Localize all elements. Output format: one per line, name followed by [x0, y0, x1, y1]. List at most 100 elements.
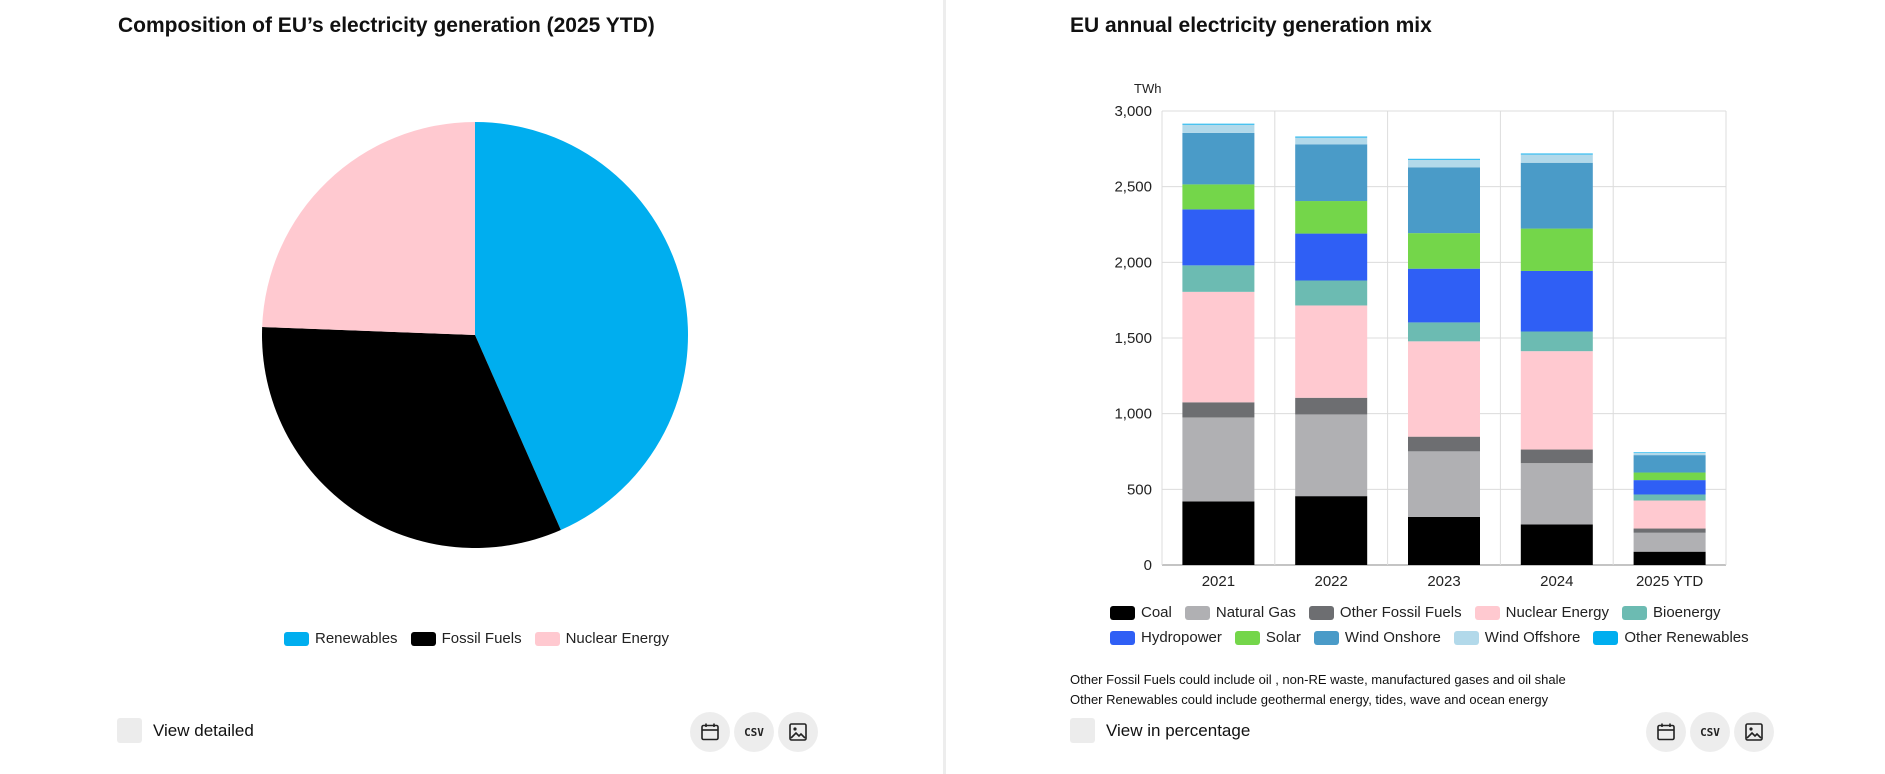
bar-legend-item-wind-onshore[interactable]: Wind Onshore: [1313, 625, 1441, 650]
bar-segment-solar-2025-ytd[interactable]: [1633, 472, 1706, 481]
image-download-button[interactable]: [1734, 712, 1774, 752]
pie-legend: Renewables Fossil Fuels Nuclear Energy: [284, 626, 784, 651]
bar-segment-natural-gas-2021[interactable]: [1182, 417, 1255, 502]
x-tick-label: 2025 YTD: [1636, 573, 1703, 590]
view-percentage-toggle[interactable]: View in percentage: [1070, 718, 1250, 743]
bar-legend-item-solar[interactable]: Solar: [1234, 625, 1301, 650]
bar-segment-wind-onshore-2023[interactable]: [1408, 167, 1480, 234]
legend-label: Hydropower: [1141, 629, 1222, 646]
csv-download-button[interactable]: CSV: [734, 712, 774, 752]
bar-segment-wind-onshore-2024[interactable]: [1520, 162, 1593, 229]
bar-segment-solar-2024[interactable]: [1520, 228, 1593, 271]
bar-segment-other-fossil-fuels-2021[interactable]: [1182, 402, 1255, 418]
legend-label: Solar: [1265, 629, 1301, 646]
bar-segment-nuclear-energy-2023[interactable]: [1408, 341, 1480, 437]
y-tick-label: 3,000: [1114, 103, 1152, 120]
bar-segment-other-fossil-fuels-2022[interactable]: [1295, 397, 1368, 415]
bar-segment-bioenergy-2022[interactable]: [1295, 280, 1368, 306]
bar-segment-natural-gas-2025-ytd[interactable]: [1633, 532, 1706, 552]
bar-segment-bioenergy-2021[interactable]: [1182, 265, 1255, 292]
bar-legend-item-natural-gas[interactable]: Natural Gas: [1184, 600, 1296, 625]
bar-segment-wind-offshore-2023[interactable]: [1408, 159, 1480, 168]
bar-segment-hydropower-2025-ytd[interactable]: [1633, 480, 1706, 495]
y-tick-label: 2,000: [1114, 254, 1152, 271]
bar-segment-bioenergy-2025-ytd[interactable]: [1633, 494, 1706, 501]
image-icon: [1745, 723, 1763, 741]
bar-segment-solar-2022[interactable]: [1295, 201, 1368, 234]
bar-segment-hydropower-2021[interactable]: [1182, 209, 1255, 266]
bar-segment-wind-onshore-2021[interactable]: [1182, 132, 1255, 185]
legend-swatch: [1184, 605, 1210, 620]
legend-label: Nuclear Energy: [1505, 604, 1609, 621]
legend-swatch: [1313, 630, 1339, 645]
pie-legend-item-renewables[interactable]: Renewables: [284, 626, 398, 651]
calendar-button[interactable]: [1646, 712, 1686, 752]
view-percentage-checkbox[interactable]: [1070, 718, 1095, 743]
y-tick-label: 2,500: [1114, 179, 1152, 196]
bar-segment-wind-onshore-2022[interactable]: [1295, 144, 1368, 202]
bar-segment-nuclear-energy-2024[interactable]: [1520, 351, 1593, 450]
image-icon: [789, 723, 807, 741]
bar-segment-natural-gas-2024[interactable]: [1520, 463, 1593, 525]
bar-chart-panel: EU annual electricity generation mix 0 50…: [946, 0, 1885, 774]
bar-segment-wind-onshore-2025-ytd[interactable]: [1633, 455, 1706, 473]
legend-label: Coal: [1141, 604, 1172, 621]
pie-legend-item-nuclear-energy[interactable]: Nuclear Energy: [534, 626, 669, 651]
bar-segment-natural-gas-2022[interactable]: [1295, 414, 1368, 497]
bar-segment-other-fossil-fuels-2024[interactable]: [1520, 449, 1593, 464]
view-detailed-toggle[interactable]: View detailed: [117, 718, 254, 743]
view-detailed-checkbox[interactable]: [117, 718, 142, 743]
legend-label: Wind Onshore: [1344, 629, 1441, 646]
bar-segment-other-renewables-2025-ytd[interactable]: [1633, 452, 1706, 453]
bar-segment-coal-2022[interactable]: [1295, 496, 1368, 565]
bar-segment-coal-2021[interactable]: [1182, 501, 1255, 565]
bar-segment-hydropower-2023[interactable]: [1408, 268, 1480, 323]
bar-segment-hydropower-2022[interactable]: [1295, 233, 1368, 281]
bar-segment-other-renewables-2023[interactable]: [1408, 158, 1480, 160]
bar-segment-bioenergy-2023[interactable]: [1408, 322, 1480, 342]
image-download-button[interactable]: [778, 712, 818, 752]
bar-segment-nuclear-energy-2021[interactable]: [1182, 291, 1255, 403]
calendar-button[interactable]: [690, 712, 730, 752]
bar-segment-natural-gas-2023[interactable]: [1408, 451, 1480, 517]
pie-chart-panel: Composition of EU’s electricity generati…: [117, 14, 818, 752]
bar-legend-item-other-fossil-fuels[interactable]: Other Fossil Fuels: [1308, 600, 1462, 625]
bar-segment-nuclear-energy-2022[interactable]: [1295, 305, 1368, 398]
pie-legend-item-fossil-fuels[interactable]: Fossil Fuels: [410, 626, 522, 651]
bar-segment-other-fossil-fuels-2023[interactable]: [1408, 436, 1480, 452]
bar-segment-wind-offshore-2024[interactable]: [1520, 154, 1593, 163]
bar-segment-nuclear-energy-2025-ytd[interactable]: [1633, 500, 1706, 529]
pie-chart: [261, 122, 688, 548]
csv-download-button[interactable]: CSV: [1690, 712, 1730, 752]
bar-segment-bioenergy-2024[interactable]: [1520, 331, 1593, 352]
pie-slice-nuclear-energy[interactable]: [262, 122, 475, 335]
y-tick-label: 1,500: [1114, 330, 1152, 347]
bar-segment-wind-offshore-2021[interactable]: [1182, 124, 1255, 133]
legend-label: Natural Gas: [1215, 604, 1296, 621]
pie-slice-renewables[interactable]: [475, 122, 688, 530]
bar-segment-other-renewables-2024[interactable]: [1520, 153, 1593, 155]
bar-segment-wind-offshore-2025-ytd[interactable]: [1633, 452, 1706, 456]
bar-segment-hydropower-2024[interactable]: [1520, 270, 1593, 332]
stacked-bar-chart: 0 500 1,000 1,500 2,000 2,500 3,000 TWh 2021 2022…: [1114, 81, 1727, 590]
bar-segment-wind-offshore-2022[interactable]: [1295, 137, 1368, 145]
bar-segment-solar-2023[interactable]: [1408, 233, 1480, 269]
bar-segment-solar-2021[interactable]: [1182, 184, 1255, 210]
bar-legend-item-hydropower[interactable]: Hydropower: [1110, 625, 1222, 650]
bar-legend-item-coal[interactable]: Coal: [1110, 600, 1172, 625]
bar-segment-coal-2024[interactable]: [1520, 524, 1593, 565]
pie-slice-fossil-fuels[interactable]: [261, 326, 561, 548]
legend-swatch: [1110, 630, 1135, 645]
bar-legend-item-bioenergy[interactable]: Bioenergy: [1622, 600, 1721, 625]
legend-swatch: [1474, 605, 1500, 620]
bar-segment-coal-2023[interactable]: [1408, 516, 1480, 565]
bar-legend-item-wind-offshore[interactable]: Wind Offshore: [1453, 625, 1580, 650]
bar-segment-other-renewables-2021[interactable]: [1182, 123, 1255, 125]
x-tick-label: 2021: [1202, 573, 1235, 590]
bar-segment-other-fossil-fuels-2025-ytd[interactable]: [1633, 528, 1706, 533]
bar-segment-other-renewables-2022[interactable]: [1295, 136, 1368, 138]
bar-legend-item-nuclear-energy[interactable]: Nuclear Energy: [1474, 600, 1609, 625]
bar-legend-item-other-renewables[interactable]: Other Renewables: [1593, 625, 1749, 650]
bar-segment-coal-2025-ytd[interactable]: [1633, 551, 1706, 565]
y-tick-label: 1,000: [1114, 406, 1152, 423]
